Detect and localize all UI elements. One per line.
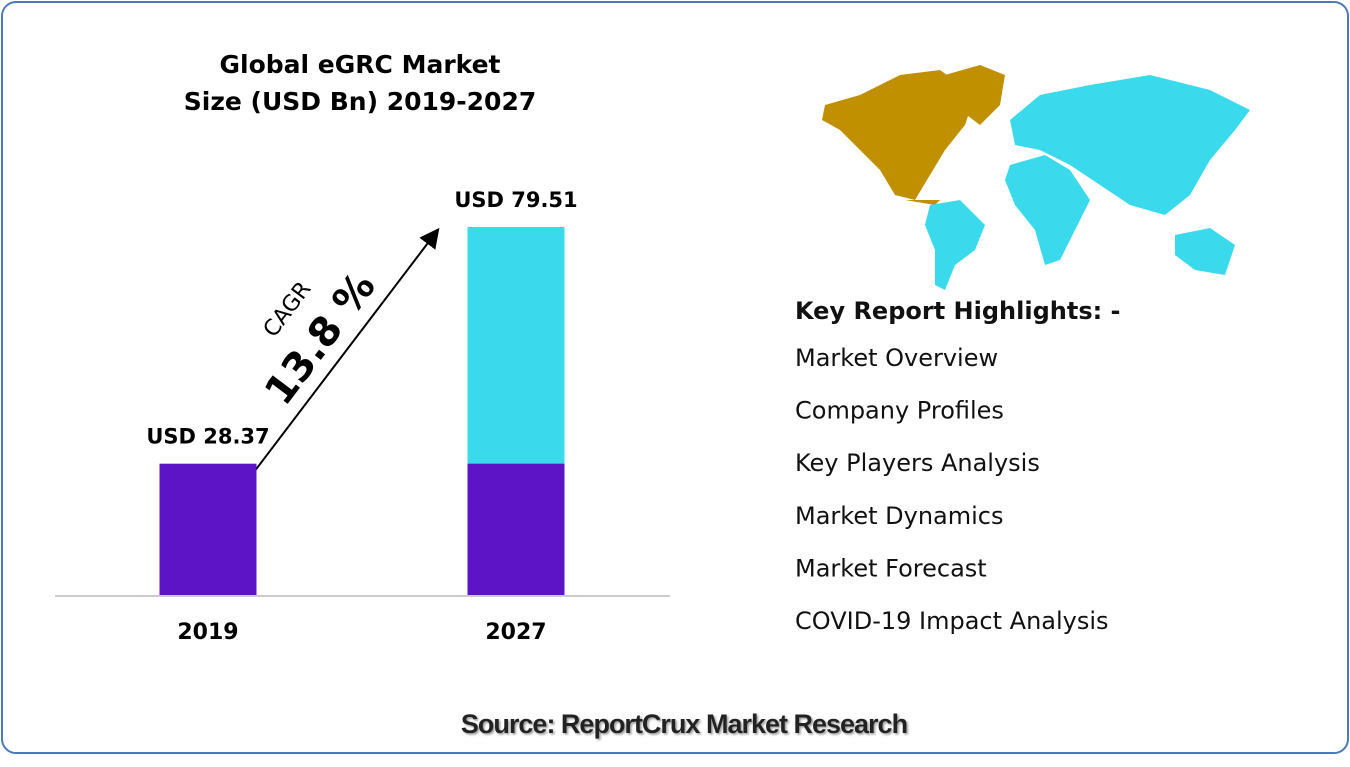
chart-title: Size (USD Bn) 2019-2027 (184, 87, 537, 116)
highlight-item: COVID-19 Impact Analysis (795, 607, 1109, 635)
greenland (945, 65, 1005, 125)
highlights-title: Key Report Highlights: - (795, 297, 1121, 325)
central-america (905, 200, 940, 205)
highlight-item: Key Players Analysis (795, 449, 1040, 477)
highlight-item: Market Forecast (795, 554, 987, 582)
africa (1005, 155, 1090, 265)
x-tick-label: 2027 (485, 620, 546, 645)
australia (1175, 228, 1235, 275)
highlights-list: Market Overview Company Profiles Key Playe… (795, 344, 1109, 635)
value-label: USD 79.51 (454, 188, 577, 212)
chart-title: Global eGRC Market (219, 50, 500, 79)
south-america (925, 200, 985, 290)
source: Source: ReportCrux Market Research (461, 709, 907, 739)
world-map (822, 65, 1250, 290)
eurasia (1010, 75, 1250, 215)
x-tick-label: 2019 (177, 620, 238, 645)
bar-base (467, 463, 565, 595)
north-america (822, 70, 975, 200)
value-label: USD 28.37 (146, 425, 269, 449)
highlight-item: Market Overview (795, 344, 998, 372)
cagr-arrow (234, 227, 440, 498)
highlight-item: Market Dynamics (795, 502, 1003, 530)
highlight-item: Company Profiles (795, 397, 1004, 425)
bar (159, 463, 257, 595)
